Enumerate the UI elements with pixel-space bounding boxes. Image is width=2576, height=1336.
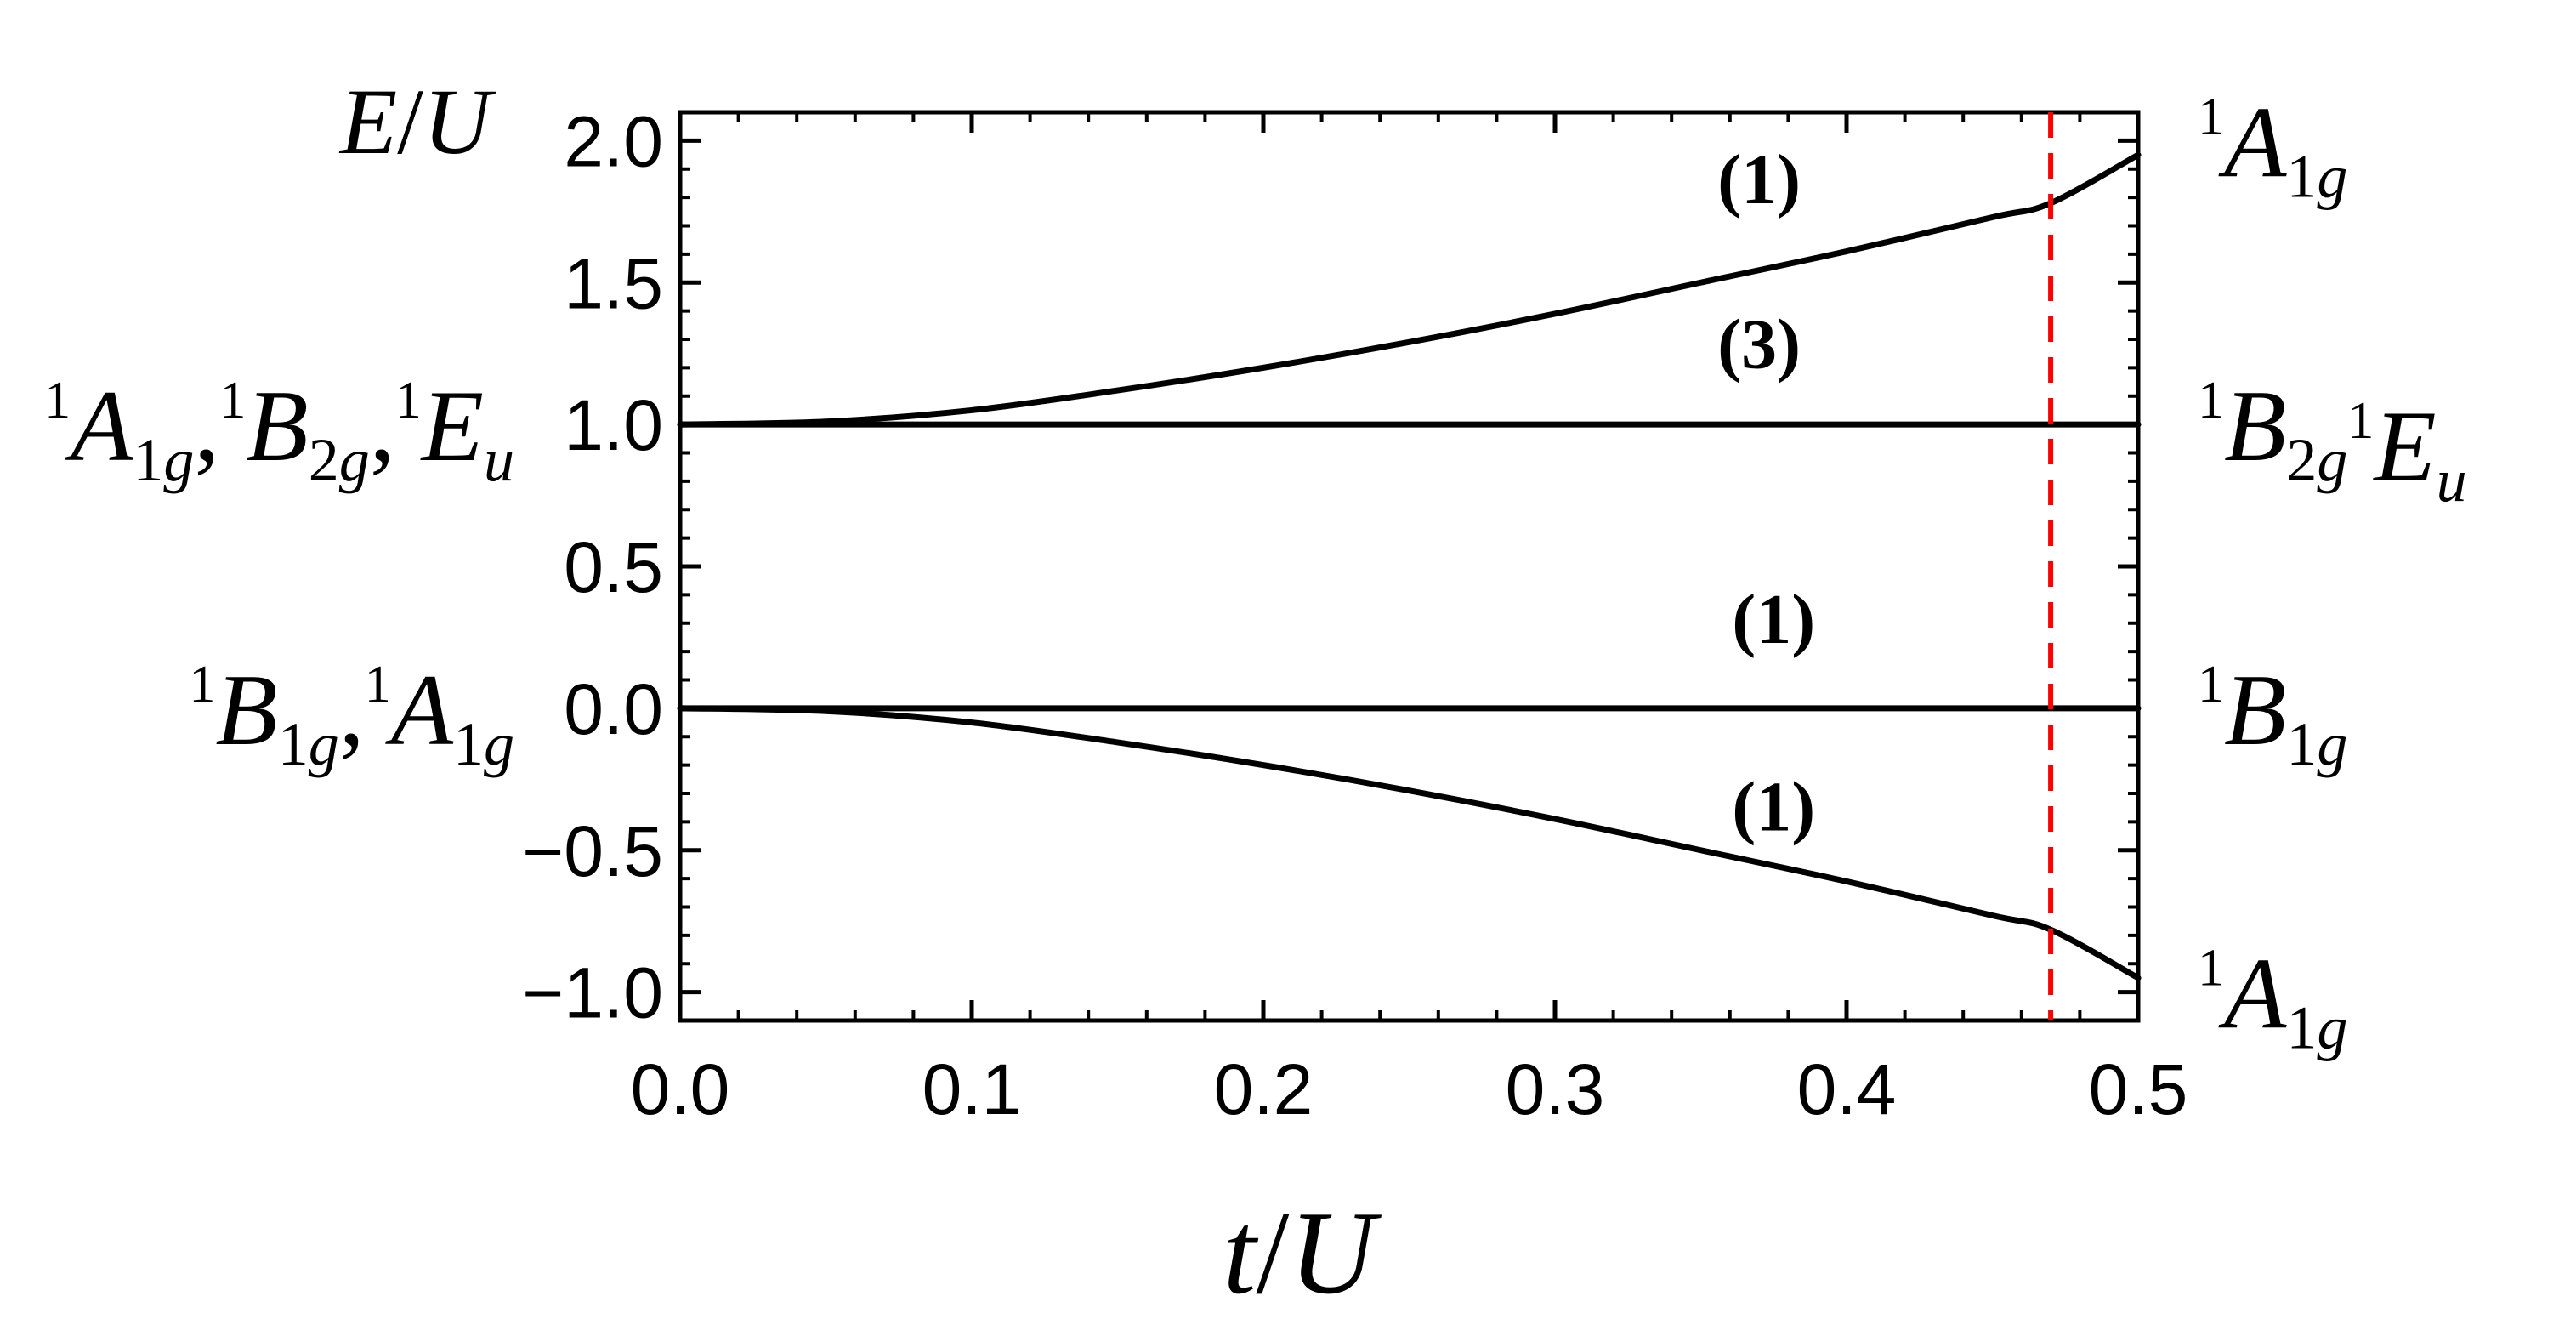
term-subscript: 2g	[309, 426, 370, 494]
chart-labels: (1)(3)(1)(1)1A1g,1B2g,1Eu1B1g,1A1g1A1g1B…	[44, 85, 2467, 1061]
x-tick-label: 0.0	[631, 1049, 730, 1129]
term-multiplicity: 1	[2198, 656, 2224, 713]
term-subscript: 1g	[133, 426, 194, 494]
term-multiplicity: 1	[395, 372, 422, 429]
term-separator: ,	[339, 653, 365, 766]
term-subscript: 2g	[2286, 426, 2347, 494]
term-subscript: u	[484, 426, 514, 494]
x-tick-label: 0.5	[2089, 1049, 2188, 1129]
y-axis-label-U: U	[423, 70, 496, 173]
y-tick-label: 1.0	[564, 385, 663, 465]
term-symbol: E	[420, 369, 484, 482]
series-line-3	[677, 705, 2142, 981]
x-axis-label: t/U	[1223, 1187, 1382, 1319]
x-tick-label: 0.4	[1797, 1049, 1897, 1129]
term-multiplicity: 1	[189, 656, 215, 713]
y-tick-label: 0.5	[564, 527, 663, 607]
term-separator: ,	[194, 369, 219, 482]
term-subscript: 1g	[453, 710, 514, 778]
term-symbol: A	[2218, 85, 2287, 198]
term-multiplicity: 1	[2198, 940, 2224, 998]
y-axis-label-slash: /	[397, 70, 423, 173]
y-tick-label: 2.0	[564, 101, 663, 181]
term-symbol: B	[246, 369, 308, 482]
term-symbol: A	[385, 653, 454, 766]
term-symbol: B	[2224, 653, 2286, 766]
y-tick-label: −1.0	[522, 953, 663, 1033]
term-symbol: A	[2218, 937, 2287, 1050]
x-axis-label-t: t	[1223, 1187, 1259, 1319]
x-tick-label: 0.1	[922, 1049, 1022, 1129]
degeneracy-label: (1)	[1717, 140, 1801, 219]
y-tick-label: 1.5	[564, 243, 663, 323]
term-symbol: B	[2224, 369, 2286, 482]
term-symbol: B	[215, 653, 277, 766]
right-state-label-3: 1A1g	[2198, 937, 2347, 1062]
term-subscript: 1g	[2286, 142, 2347, 210]
term-multiplicity: 1	[44, 372, 71, 429]
x-tick-label: 0.2	[1214, 1049, 1314, 1129]
x-axis-label-U: U	[1289, 1187, 1382, 1319]
y-axis-label: E/U	[338, 70, 496, 173]
right-state-label-1: 1B2g1Eu	[2198, 369, 2467, 515]
x-tick-label: 0.3	[1506, 1049, 1605, 1129]
term-separator: ,	[370, 369, 395, 482]
chart-series	[677, 151, 2142, 981]
plot-frame	[678, 110, 2141, 1023]
term-multiplicity: 1	[2198, 372, 2224, 429]
y-axis-label-E: E	[338, 70, 397, 173]
term-subscript: 1g	[278, 710, 339, 778]
term-subscript: u	[2437, 446, 2467, 515]
right-state-label-2: 1B1g	[2198, 653, 2347, 778]
degeneracy-label: (1)	[1732, 580, 1815, 659]
right-state-label-0: 1A1g	[2198, 85, 2347, 210]
term-multiplicity: 1	[2347, 392, 2374, 450]
series-line-0	[677, 151, 2142, 428]
term-subscript: 1g	[2286, 710, 2347, 778]
y-tick-label: −0.5	[522, 811, 663, 891]
term-symbol: A	[65, 369, 133, 482]
term-multiplicity: 1	[2198, 88, 2224, 145]
left-state-label-1: 1B1g,1A1g	[189, 653, 514, 778]
left-state-label-0: 1A1g,1B2g,1Eu	[44, 369, 514, 494]
term-multiplicity: 1	[219, 372, 246, 429]
term-subscript: 1g	[2286, 994, 2347, 1062]
degeneracy-label: (3)	[1717, 304, 1801, 384]
term-symbol: E	[2372, 389, 2436, 503]
y-tick-label: 0.0	[564, 669, 663, 749]
x-axis-label-slash: /	[1256, 1187, 1289, 1319]
chart-axes: 0.0 0.1 0.2 0.3 0.4 0.5 −1.0 −0.5 0.0 0.5 1.0 1.5 2.…	[522, 101, 2187, 1129]
term-multiplicity: 1	[365, 656, 391, 713]
degeneracy-label: (1)	[1732, 767, 1815, 846]
